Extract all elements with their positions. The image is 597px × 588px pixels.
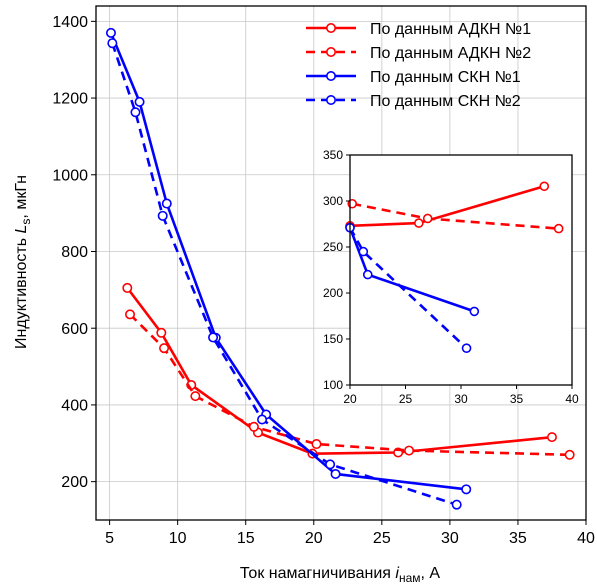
main-x-tick-label: 40 [577, 530, 595, 547]
inset-series-line-4 [348, 227, 468, 350]
main-x-ticks: 5 10 15 20 25 30 35 40 [105, 520, 595, 547]
main-point-s4-6 [325, 459, 336, 470]
main-point-s4-3 [157, 210, 168, 221]
inset-point-s4-3 [461, 343, 472, 354]
main-y-tick-label: 800 [61, 244, 88, 261]
main-x-tick-label: 10 [169, 530, 187, 547]
inset-point-s1-2 [414, 218, 424, 228]
inset-y-tick-label: 350 [323, 148, 343, 162]
main-x-tick-label: 20 [305, 530, 323, 547]
inset-point-s2-3 [553, 223, 564, 234]
main-y-tick-label: 200 [61, 474, 88, 491]
main-point-s3-6 [330, 468, 341, 479]
inset-y-ticks: 100 150 200 250 300 350 [323, 148, 350, 392]
y-axis-label: Индуктивность Ls, мкГн [13, 175, 33, 349]
main-point-s2-3 [190, 391, 201, 402]
main-y-tick-label: 600 [61, 321, 88, 338]
main-x-tick-label: 30 [441, 530, 459, 547]
inset-x-tick-label: 35 [510, 392, 524, 406]
main-point-s4-1 [107, 38, 118, 49]
main-point-s2-7 [564, 449, 575, 460]
main-series-group [105, 27, 575, 510]
main-point-s2-1 [125, 309, 136, 320]
main-point-s2-5 [311, 439, 322, 450]
legend-label-4: По данным СКН №2 [370, 93, 521, 110]
main-x-tick-label: 35 [509, 530, 527, 547]
inset-x-tick-label: 40 [565, 392, 579, 406]
legend-marker-1 [325, 22, 336, 33]
inset-point-s1-3 [539, 181, 550, 192]
inset-point-s3-2 [362, 269, 373, 280]
inset-x-tick-label: 20 [343, 392, 357, 406]
inset-x-tick-label: 30 [454, 392, 468, 406]
inset-background [350, 155, 572, 385]
main-point-s3-1 [105, 27, 116, 38]
x-axis-label: Ток намагничивания iнам, А [240, 565, 441, 585]
inset-point-s2-2 [422, 213, 433, 224]
main-point-s2-2 [159, 343, 170, 354]
main-point-s1-7 [546, 432, 557, 443]
main-y-ticks: 200 400 600 800 1000 1200 1400 [52, 14, 96, 491]
main-plot-frame [95, 5, 587, 521]
legend-marker-2 [325, 46, 336, 57]
legend-label-1: По данным АДКН №1 [370, 21, 531, 38]
main-point-s4-7 [451, 499, 462, 510]
main-point-s4-2 [130, 107, 141, 118]
main-point-s3-7 [461, 484, 472, 495]
main-y-tick-label: 1200 [52, 91, 88, 108]
main-point-s2-4 [248, 421, 259, 432]
inset-x-ticks: 20 25 30 35 40 [343, 385, 579, 406]
inset-y-tick-label: 150 [323, 332, 343, 346]
main-point-s3-3 [161, 198, 172, 209]
main-point-s1-1 [122, 282, 133, 293]
main-point-s3-2 [134, 96, 145, 107]
main-x-tick-label: 5 [105, 530, 114, 547]
main-x-tick-label: 15 [237, 530, 255, 547]
main-point-s4-4 [208, 332, 219, 343]
main-x-tick-label: 25 [373, 530, 391, 547]
main-y-tick-label: 400 [61, 398, 88, 415]
inset-point-s4-2 [358, 246, 369, 257]
legend: По данным АДКН №1 По данным АДКН №2 По дан… [306, 21, 531, 110]
inset-point-s3-3 [469, 306, 480, 317]
legend-label-3: По данным СКН №1 [370, 69, 521, 86]
legend-marker-4 [325, 95, 336, 106]
inset-y-tick-label: 300 [323, 194, 343, 208]
main-point-s1-2 [156, 327, 167, 338]
inset-y-tick-label: 100 [323, 378, 343, 392]
legend-label-2: По данным АДКН №2 [370, 45, 531, 62]
inset-y-tick-label: 200 [323, 286, 343, 300]
main-y-tick-label: 1400 [52, 14, 88, 31]
main-point-s2-6 [404, 445, 415, 456]
inset-y-tick-label: 250 [323, 240, 343, 254]
inset-x-tick-label: 25 [399, 392, 413, 406]
main-y-tick-label: 1000 [52, 167, 88, 184]
main-point-s4-5 [257, 414, 268, 425]
legend-marker-3 [325, 71, 336, 82]
